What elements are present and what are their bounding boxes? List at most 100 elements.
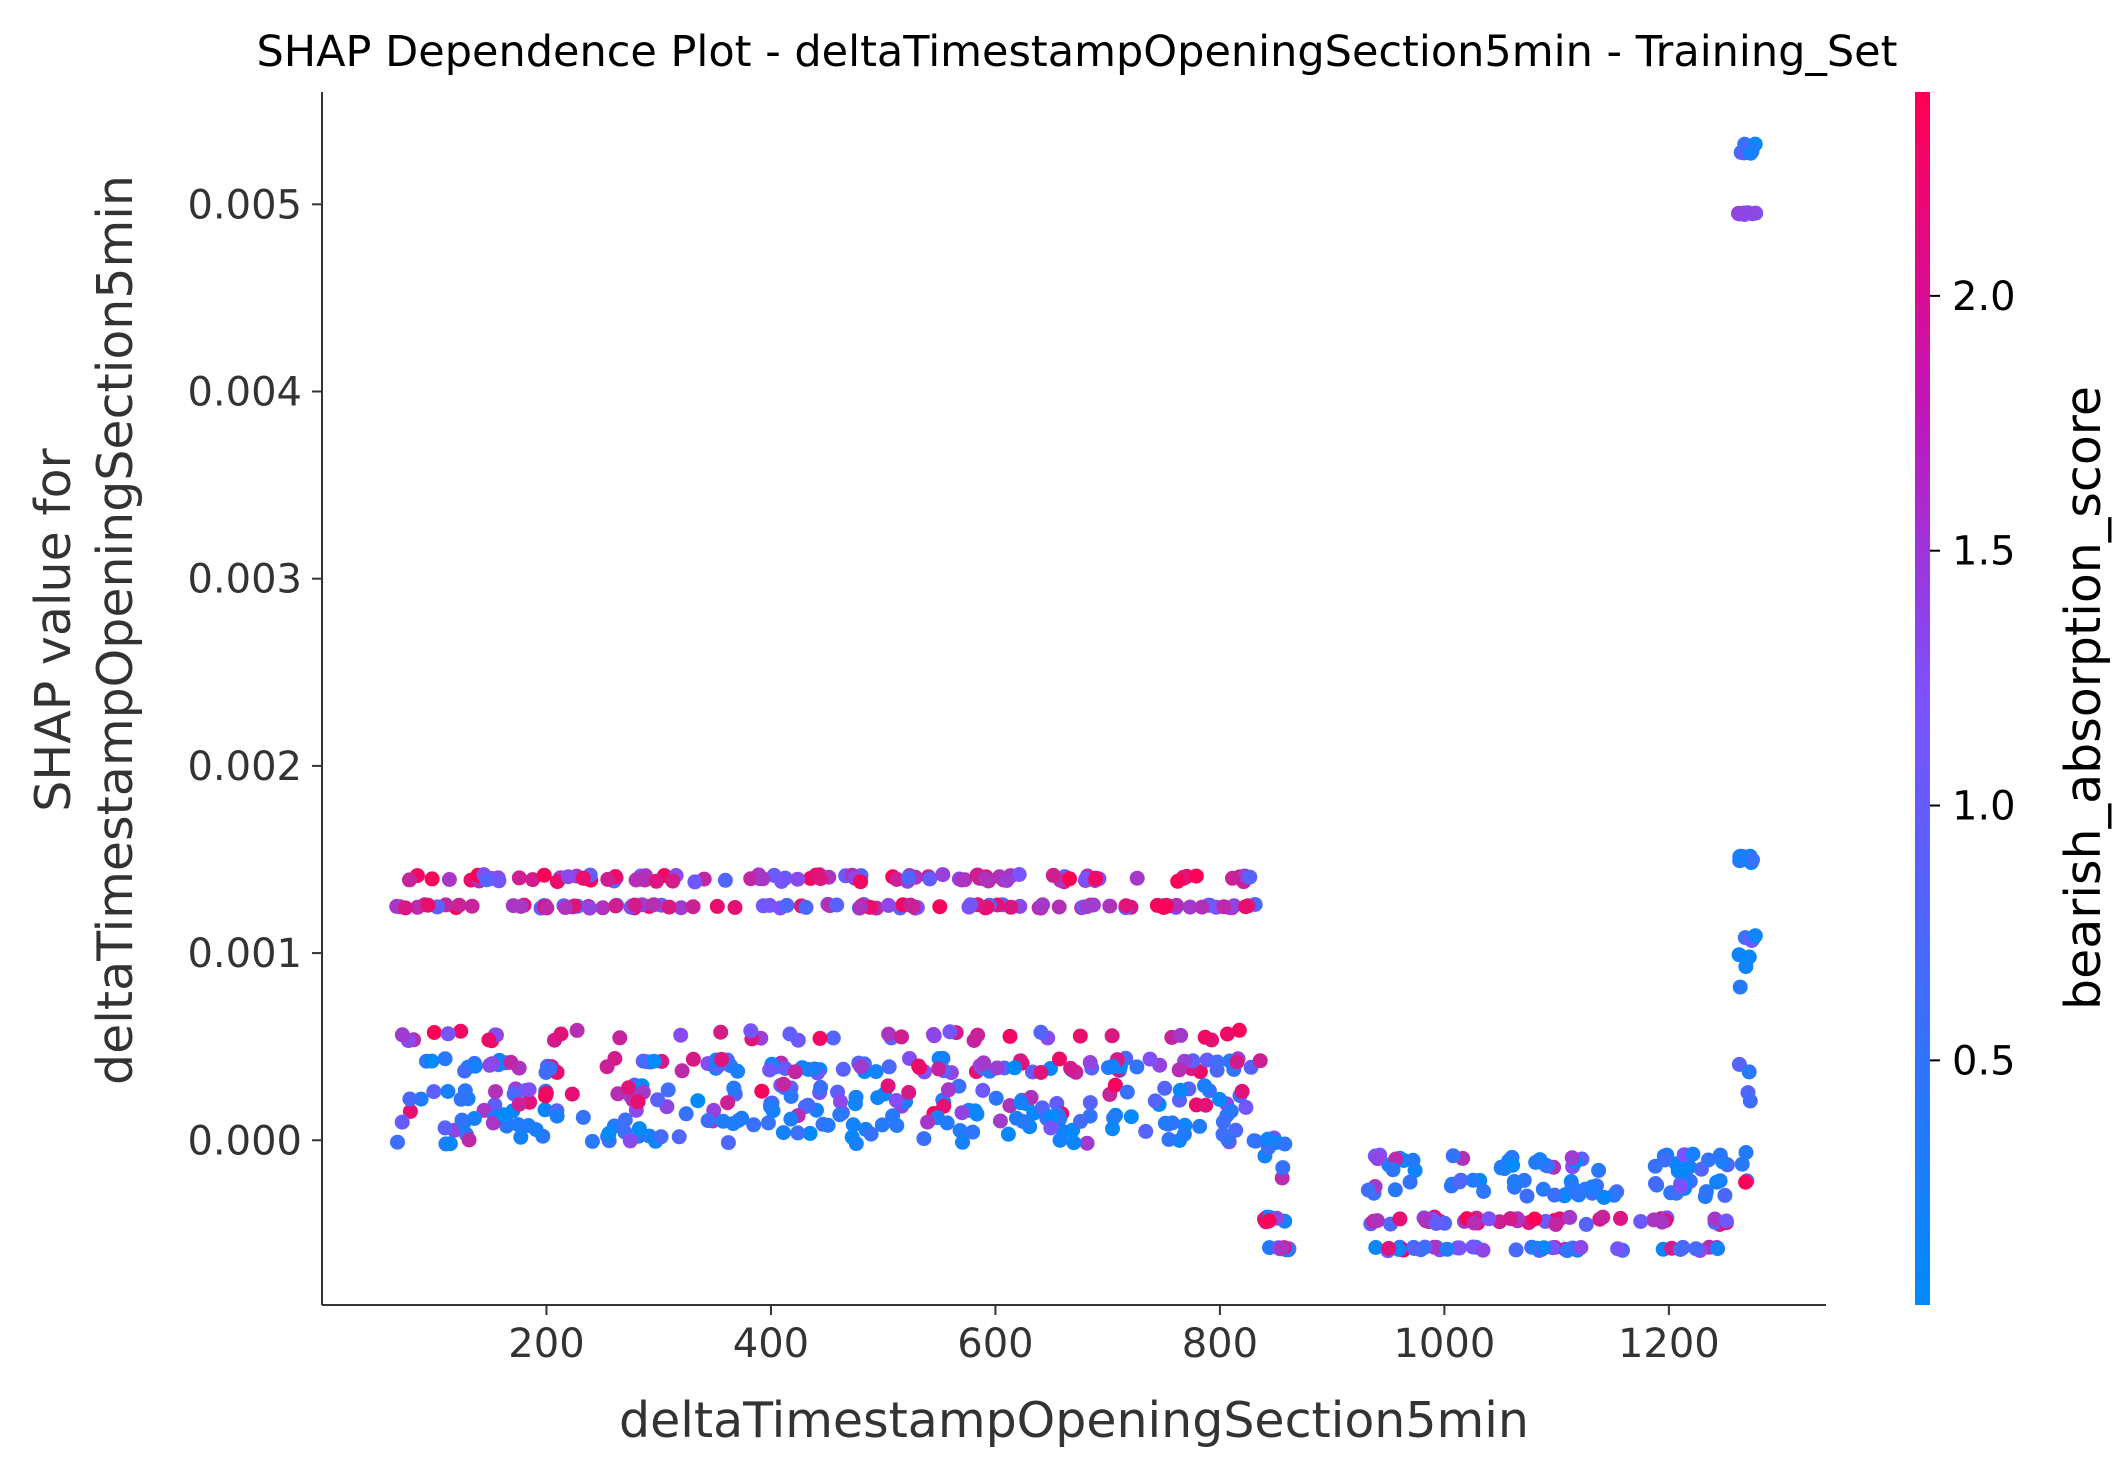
scatter-point xyxy=(503,1054,519,1070)
scatter-point xyxy=(1562,1209,1578,1225)
scatter-point xyxy=(464,898,480,914)
scatter-point xyxy=(413,1091,429,1107)
scatter-point xyxy=(1170,873,1186,889)
scatter-point xyxy=(1169,897,1185,913)
scatter-point xyxy=(608,898,624,914)
scatter-point xyxy=(575,870,591,886)
scatter-point xyxy=(848,1136,864,1152)
scatter-point xyxy=(1106,1110,1122,1126)
scatter-point xyxy=(1564,1150,1580,1166)
chart-title: SHAP Dependence Plot - deltaTimestampOpe… xyxy=(257,27,1898,77)
scatter-point xyxy=(1246,1133,1262,1149)
scatter-point xyxy=(713,1024,729,1040)
scatter-point xyxy=(709,898,725,914)
scatter-point xyxy=(542,1061,558,1077)
colorbar-tick-label: 1.5 xyxy=(1952,529,2016,575)
scatter-point xyxy=(790,1125,806,1141)
scatter-point xyxy=(1439,1241,1455,1257)
scatter-point xyxy=(1212,1091,1228,1107)
scatter-point xyxy=(762,1062,778,1078)
scatter-point xyxy=(1387,1182,1403,1198)
scatter-point xyxy=(513,1129,529,1145)
scatter-point xyxy=(1129,870,1145,886)
scatter-point xyxy=(926,1028,942,1044)
scatter-point xyxy=(525,872,541,888)
scatter-point xyxy=(1107,1077,1123,1093)
scatter-point xyxy=(1743,145,1759,161)
scatter-point xyxy=(800,1097,816,1113)
y-axis-label-line1: SHAP value for xyxy=(25,447,82,811)
scatter-point xyxy=(888,1093,904,1108)
scatter-point xyxy=(965,1124,981,1140)
colorbar-tick-label: 0.5 xyxy=(1952,1038,2016,1084)
x-tick-label: 1000 xyxy=(1393,1321,1495,1367)
scatter-point xyxy=(868,1064,884,1080)
scatter-point xyxy=(912,1060,927,1076)
scatter-point xyxy=(549,1108,565,1124)
scatter-point xyxy=(813,1079,829,1095)
scatter-point xyxy=(1104,1028,1120,1044)
scatter-point xyxy=(852,900,868,916)
scatter-point xyxy=(660,1082,676,1098)
scatter-point xyxy=(1741,949,1757,965)
scatter-point xyxy=(730,1063,746,1079)
scatter-point xyxy=(963,897,978,913)
scatter-point xyxy=(1405,1152,1421,1168)
scatter-point xyxy=(743,1023,759,1039)
scatter-point xyxy=(1547,1187,1562,1203)
scatter-point xyxy=(1043,1120,1059,1136)
scatter-point xyxy=(402,872,417,888)
scatter-point xyxy=(1707,1211,1723,1227)
y-tick-label: 0.002 xyxy=(187,744,302,790)
scatter-point xyxy=(1079,1135,1095,1151)
scatter-point xyxy=(575,1109,591,1125)
scatter-point xyxy=(1062,871,1078,887)
scatter-point xyxy=(717,872,733,888)
scatter-point xyxy=(1045,867,1061,883)
scatter-point xyxy=(678,1106,694,1122)
scatter-point xyxy=(1066,1135,1082,1151)
scatter-point xyxy=(617,1112,633,1128)
scatter-point xyxy=(437,1051,453,1067)
scatter-point xyxy=(853,1059,869,1075)
scatter-point xyxy=(420,897,436,913)
scatter-point xyxy=(1051,899,1067,915)
scatter-point xyxy=(807,1061,823,1077)
scatter-point xyxy=(848,1089,864,1105)
scatter-point xyxy=(1033,1065,1049,1080)
scatter-point xyxy=(1536,1240,1552,1256)
x-tick-label: 1200 xyxy=(1618,1321,1720,1367)
scatter-point xyxy=(700,1113,716,1129)
scatter-point xyxy=(920,1114,936,1130)
scatter-point xyxy=(627,897,643,913)
scatter-point xyxy=(1508,1242,1524,1258)
scatter-point xyxy=(782,1026,798,1042)
scatter-point xyxy=(1519,1188,1535,1204)
scatter-point xyxy=(755,898,771,914)
scatter-point xyxy=(646,1053,662,1069)
scatter-point xyxy=(1003,899,1019,915)
scatter-point xyxy=(1171,1062,1187,1078)
scatter-point xyxy=(820,1117,836,1133)
scatter-point xyxy=(1172,1082,1188,1098)
scatter-point xyxy=(1584,1179,1600,1195)
scatter-point xyxy=(1073,1113,1088,1129)
scatter-point xyxy=(1079,899,1095,915)
scatter-point xyxy=(1011,867,1027,882)
scatter-point xyxy=(1277,1136,1293,1152)
scatter-point xyxy=(1035,897,1051,913)
scatter-point xyxy=(975,1082,991,1098)
scatter-point xyxy=(813,871,828,887)
x-tick-label: 400 xyxy=(733,1321,809,1367)
scatter-point xyxy=(894,1029,909,1045)
scatter-point xyxy=(687,874,703,890)
scatter-point xyxy=(424,871,440,887)
scatter-point xyxy=(631,1121,647,1137)
scatter-point xyxy=(628,872,644,888)
scatter-point xyxy=(426,1025,442,1040)
scatter-point xyxy=(600,871,616,887)
colorbar xyxy=(1915,92,1930,1305)
scatter-point xyxy=(754,1083,770,1099)
scatter-point xyxy=(787,1064,803,1080)
scatter-point xyxy=(1506,1174,1522,1189)
